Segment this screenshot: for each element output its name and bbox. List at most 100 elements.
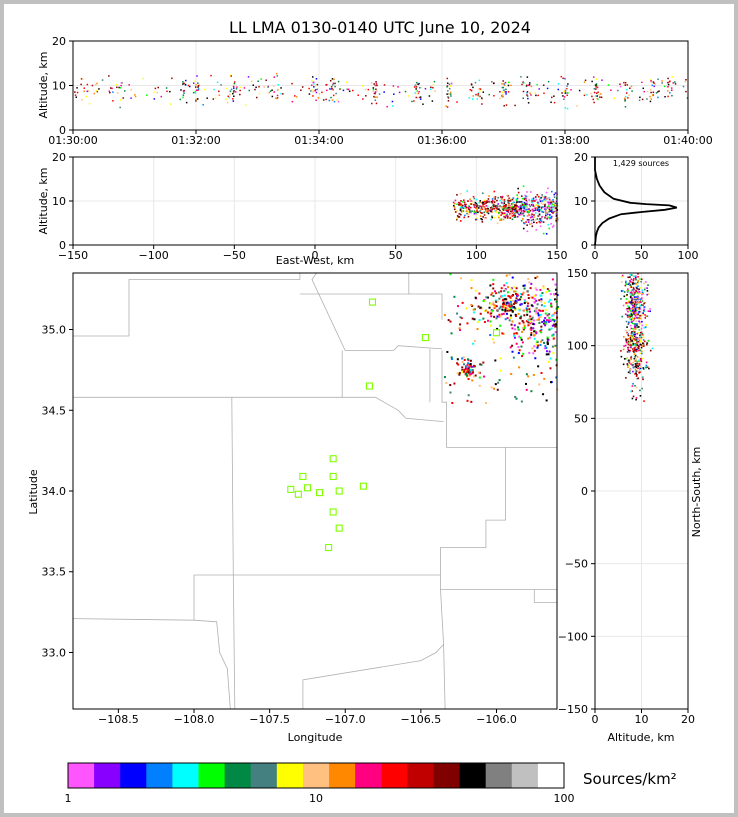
- plan-view-source-point: [449, 320, 452, 323]
- plan-view-source-point: [466, 322, 469, 325]
- time-height-source-point: [232, 92, 234, 95]
- plan-view-source-point: [554, 331, 557, 334]
- plan-view-source-point: [538, 299, 541, 302]
- ns-height-source-point: [639, 317, 642, 320]
- plan-view-source-point: [534, 287, 537, 290]
- ew-height-source-point: [546, 213, 549, 216]
- ew-height-source-point: [513, 216, 516, 219]
- time-height-source-point: [317, 97, 320, 99]
- plan-view-source-point: [517, 326, 520, 329]
- ns-height-source-point: [635, 304, 638, 306]
- ew-height-source-point: [548, 208, 551, 211]
- plan-view-source-point: [522, 321, 525, 324]
- plan-view-source-point: [530, 304, 533, 307]
- time-height-source-point: [375, 90, 378, 92]
- lma-station-marker: [335, 524, 343, 532]
- ns-height-source-point: [635, 298, 637, 301]
- time-height-source-point: [250, 80, 253, 83]
- time-height-tick-label-y: 0: [59, 124, 66, 137]
- time-height-source-point: [330, 96, 332, 99]
- ns-height-source-point: [643, 282, 645, 285]
- time-height-source-point: [232, 100, 235, 102]
- time-height-source-point: [592, 76, 595, 78]
- ew-height-source-point: [479, 201, 481, 204]
- plan-view-source-point: [492, 278, 495, 281]
- ew-height-source-point: [516, 215, 519, 218]
- ns-height-source-point: [648, 367, 650, 370]
- ew-height-source-point: [518, 207, 521, 210]
- ns-height-source-point: [642, 336, 645, 339]
- ns-height-source-point: [626, 289, 629, 292]
- time-height-sources: [74, 72, 689, 110]
- ns-height-source-point: [624, 344, 627, 347]
- ns-height-source-point: [625, 281, 627, 284]
- plan-view-source-point: [530, 333, 533, 336]
- time-height-source-point: [185, 79, 187, 82]
- ns-height-source-point: [636, 332, 639, 335]
- time-height-source-point: [81, 78, 84, 80]
- plan-view-source-point: [509, 300, 512, 303]
- ew-height-source-point: [473, 197, 476, 200]
- ew-height-source-point: [518, 201, 520, 203]
- plan-view-tick-label-x: −107.5: [249, 713, 290, 726]
- time-height-source-point: [626, 84, 628, 86]
- ew-height-source-point: [529, 205, 532, 208]
- lma-station-marker: [365, 382, 374, 390]
- lma-station-marker: [294, 490, 302, 498]
- ew-height-source-point: [533, 221, 535, 224]
- time-height-source-point: [214, 97, 217, 99]
- ew-height-source-point: [545, 191, 548, 194]
- ew-height-source-point: [552, 224, 555, 227]
- lma-figure: LL LMA 0130-0140 UTC June 10, 2024 01:30…: [27, 18, 713, 805]
- ns-height-source-point: [636, 373, 638, 376]
- time-height-source-point: [472, 86, 474, 89]
- plan-view-source-point: [505, 306, 508, 309]
- time-height-source-point: [258, 85, 260, 88]
- ew-height-source-point: [501, 207, 504, 209]
- time-height-source-point: [685, 79, 687, 81]
- ew-height-source-point: [541, 194, 543, 196]
- ew-height-source-point: [544, 205, 546, 207]
- ew-height-source-point: [522, 227, 525, 230]
- ew-height-source-point: [534, 196, 537, 199]
- time-height-source-point: [142, 77, 145, 80]
- plan-view-source-point: [450, 332, 453, 335]
- ew-height-source-point: [532, 210, 534, 213]
- ew-height-source-point: [514, 211, 517, 214]
- plan-view-source-point: [522, 352, 525, 355]
- plan-view-source-point: [458, 371, 461, 374]
- plan-view-source-point: [458, 373, 461, 376]
- time-height-source-point: [374, 99, 377, 102]
- ns-height-source-point: [638, 363, 641, 365]
- ns-height-source-point: [635, 320, 638, 322]
- time-height-source-point: [625, 92, 628, 94]
- plan-view-source-point: [546, 338, 549, 341]
- ns-height-source-point: [637, 280, 640, 282]
- plan-view-source-point: [530, 296, 533, 299]
- ew-height-source-point: [476, 208, 478, 211]
- plan-view-source-point: [463, 363, 466, 366]
- plan-view-source-point: [555, 321, 558, 324]
- ew-height-source-point: [534, 219, 537, 221]
- plan-view-source-point: [492, 303, 495, 306]
- time-height-source-point: [416, 92, 419, 95]
- plan-view-source-point: [540, 304, 543, 307]
- plan-view-source-point: [479, 306, 482, 309]
- ew-height-source-point: [517, 187, 519, 190]
- ns-height-source-point: [630, 327, 633, 330]
- ns-height-source-point: [632, 382, 634, 385]
- ns-height-source-point: [646, 293, 648, 296]
- ew-height-source-point: [520, 213, 522, 216]
- ew-height-source-point: [541, 195, 544, 198]
- plan-view-source-point: [479, 312, 482, 315]
- ew-height-source-point: [548, 202, 550, 205]
- ns-height-source-point: [639, 359, 642, 361]
- ew-height-source-point: [487, 212, 490, 215]
- plan-view-source-point: [532, 373, 535, 376]
- plan-view-source-point: [527, 297, 530, 300]
- ew-height-source-point: [469, 206, 472, 209]
- ew-height-source-point: [478, 201, 480, 204]
- ns-height-source-point: [626, 302, 629, 304]
- ew-height-source-point: [457, 216, 460, 218]
